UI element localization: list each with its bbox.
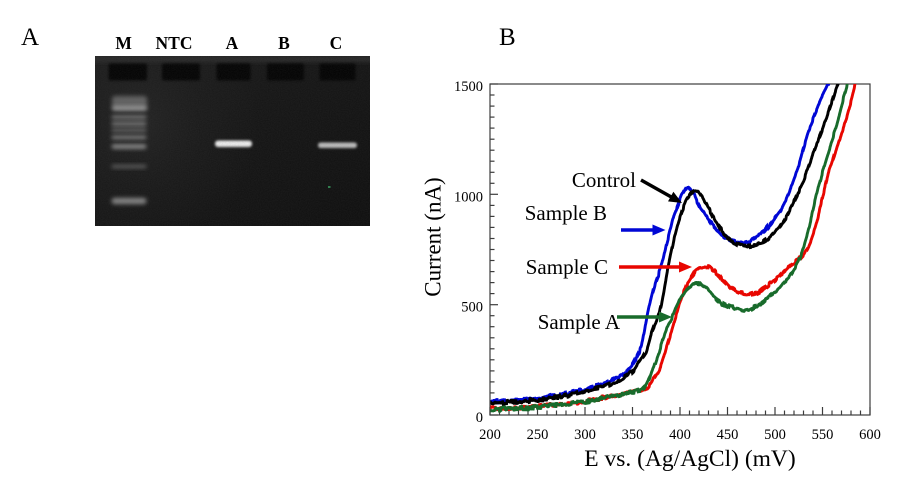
svg-text:Sample C: Sample C: [526, 255, 608, 279]
svg-text:450: 450: [717, 427, 739, 443]
svg-text:250: 250: [527, 427, 549, 443]
svg-text:200: 200: [479, 427, 501, 443]
svg-text:300: 300: [574, 427, 596, 443]
svg-text:Current (nA): Current (nA): [421, 177, 446, 296]
svg-text:1500: 1500: [454, 79, 483, 95]
svg-text:350: 350: [622, 427, 644, 443]
svg-text:0: 0: [476, 410, 483, 426]
svg-text:Sample B: Sample B: [525, 201, 607, 225]
svg-text:600: 600: [859, 427, 881, 443]
svg-text:500: 500: [461, 300, 483, 316]
svg-text:400: 400: [669, 427, 691, 443]
svg-text:1000: 1000: [454, 189, 483, 205]
svg-text:550: 550: [812, 427, 834, 443]
svg-text:Sample A: Sample A: [538, 310, 621, 334]
svg-text:E vs. (Ag/AgCl) (mV): E vs. (Ag/AgCl) (mV): [584, 446, 795, 472]
svg-text:500: 500: [764, 427, 786, 443]
svg-text:Control: Control: [572, 168, 636, 192]
